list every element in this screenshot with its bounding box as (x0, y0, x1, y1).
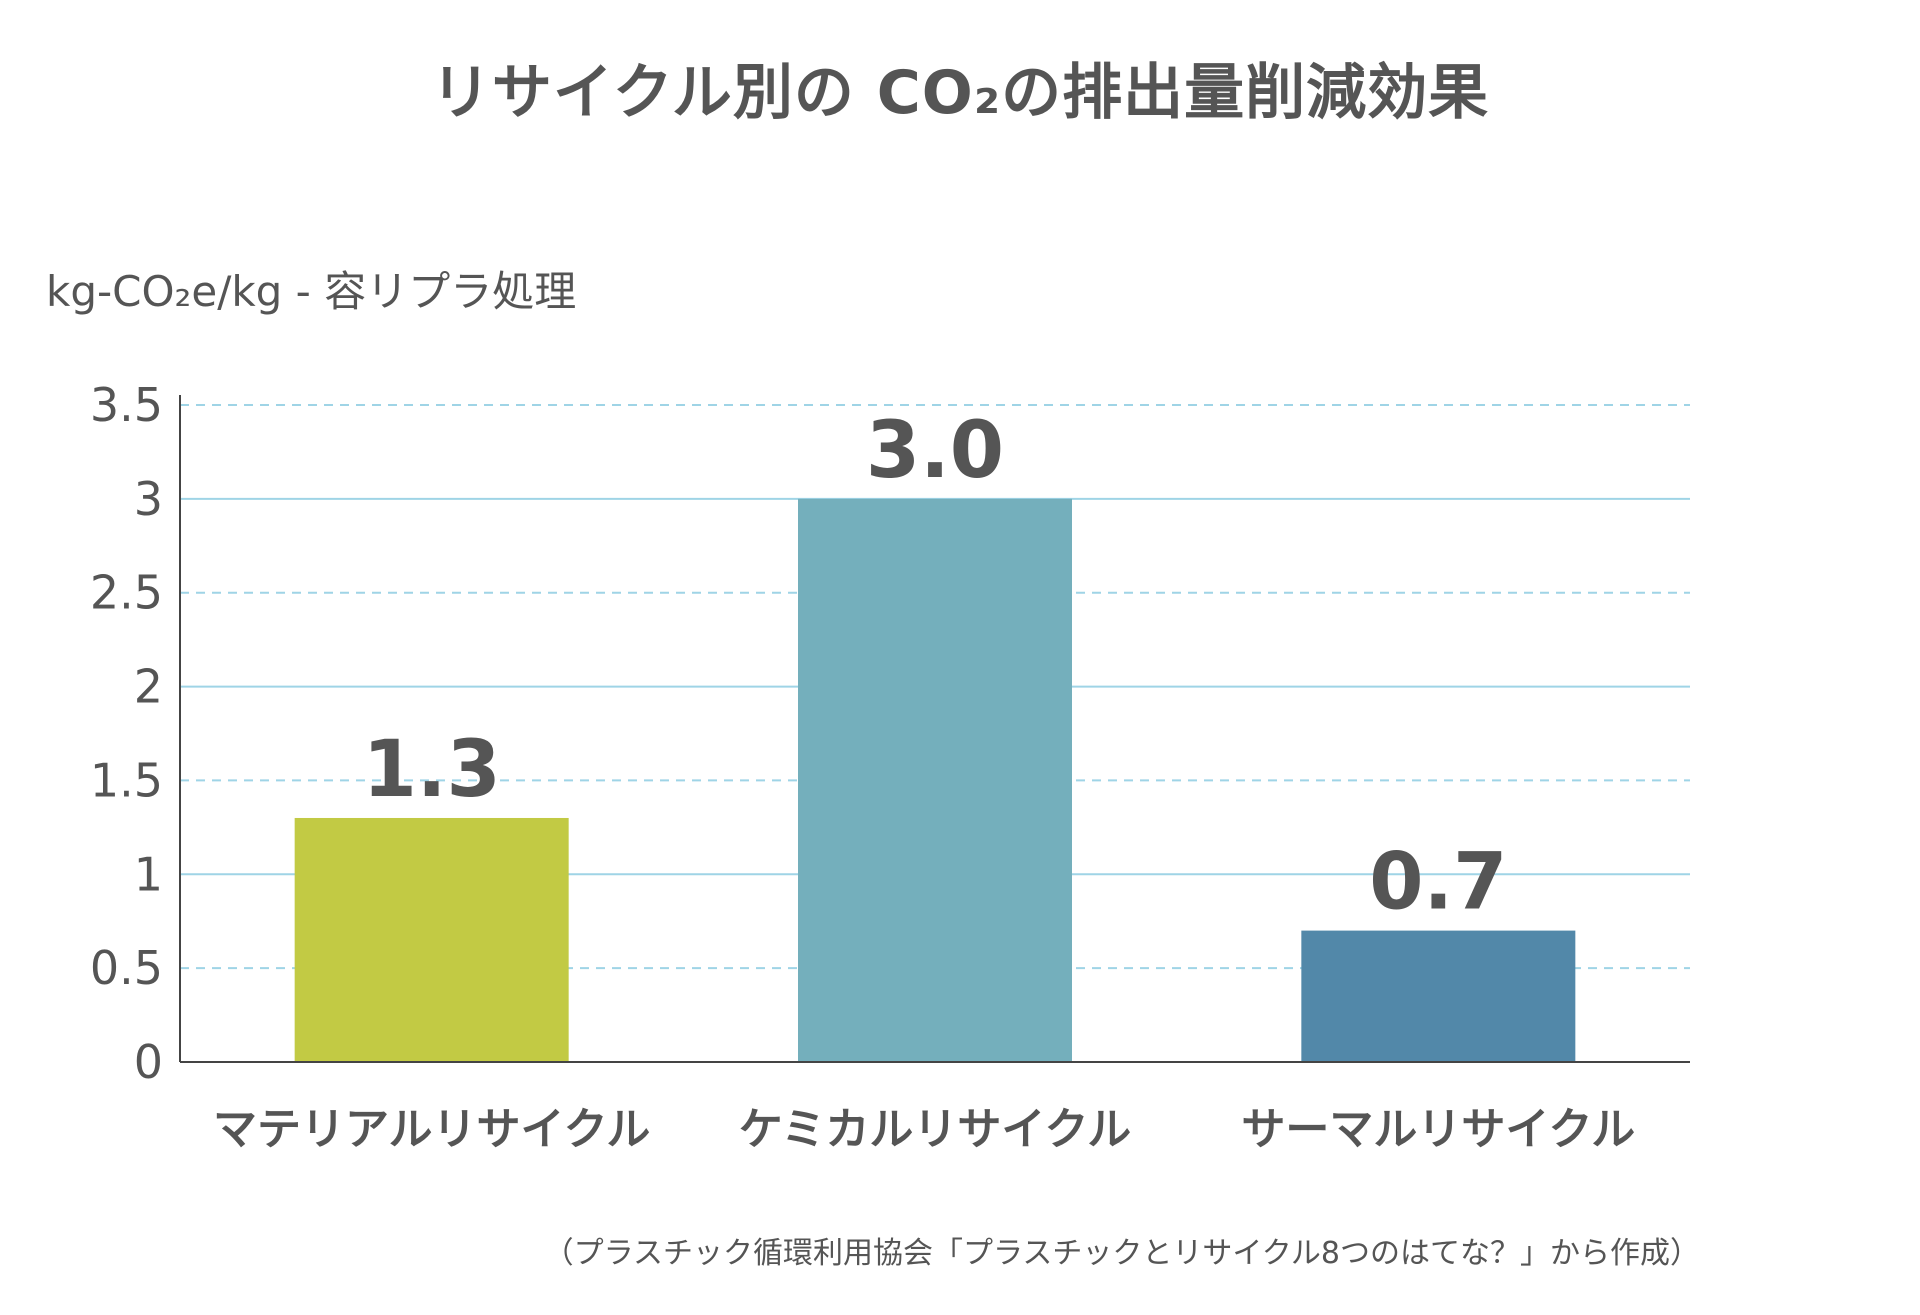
bar-value-label: 1.3 (363, 725, 501, 815)
bar (798, 498, 1072, 1062)
bar-value-label: 0.7 (1369, 838, 1507, 928)
x-category-label: ケミカルリサイクル (739, 1104, 1131, 1155)
x-category-label: サーマルリサイクル (1241, 1104, 1635, 1155)
y-tick-label: 2 (134, 660, 163, 714)
y-tick-label: 1.5 (90, 753, 163, 807)
y-tick-label: 0 (134, 1035, 163, 1089)
x-category-label: マテリアルリサイクル (213, 1104, 650, 1155)
bars (294, 498, 1576, 1062)
labels: 0 0.5 1 1.5 2 2.5 3 3.5 1.3 マテリアルリサイクル 3.0 ケミカルリサイク… (90, 378, 1635, 1155)
y-tick-label: 2.5 (90, 566, 163, 620)
bar (294, 817, 569, 1062)
source-note: （プラスチック循環利用協会「プラスチックとリサイクル8つのはてな？」から作成） (543, 1236, 1700, 1271)
y-tick-label: 3.5 (90, 378, 163, 432)
axes (179, 395, 1690, 1063)
y-tick-label: 1 (134, 847, 163, 901)
y-axis-unit-label: kg-CO₂e/kg - 容リプラ処理 (46, 267, 577, 316)
y-tick-label: 3 (134, 472, 163, 526)
chart-title: リサイクル別の CO₂の排出量削減効果 (430, 58, 1490, 128)
bar-value-label: 3.0 (866, 406, 1004, 496)
y-tick-label: 0.5 (90, 941, 163, 995)
bar (1301, 930, 1576, 1062)
